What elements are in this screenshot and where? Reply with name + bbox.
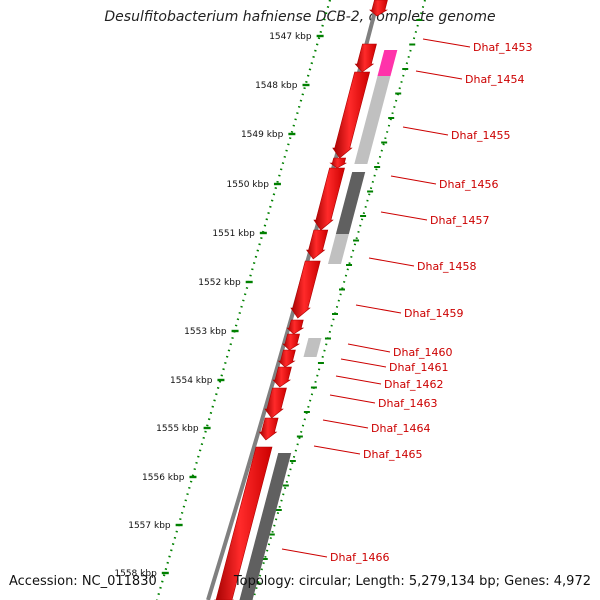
gc-segment bbox=[239, 453, 292, 600]
gene-arrow bbox=[272, 366, 292, 388]
gene-label: Dhaf_1458 bbox=[417, 260, 477, 273]
ruler-tick-label: 1550 kbp bbox=[227, 180, 270, 190]
gene-arrow bbox=[369, 0, 388, 17]
gc-track bbox=[239, 50, 398, 600]
label-connector bbox=[390, 175, 437, 185]
ruler-tick-label: 1553 kbp bbox=[184, 327, 227, 337]
label-connector bbox=[347, 343, 391, 353]
gene-label: Dhaf_1455 bbox=[451, 129, 511, 142]
label-connector bbox=[402, 126, 449, 136]
topology-text: Topology: circular; Length: 5,279,134 bp… bbox=[233, 574, 591, 589]
gene-arrow bbox=[290, 260, 321, 319]
label-connector bbox=[335, 375, 382, 385]
label-connector bbox=[368, 257, 415, 267]
gene-label: Dhaf_1456 bbox=[439, 178, 499, 191]
gene-label: Dhaf_1463 bbox=[378, 397, 438, 410]
gc-segment bbox=[377, 50, 398, 76]
gene-arrow bbox=[313, 167, 345, 231]
gene-arrow bbox=[264, 387, 287, 419]
label-connector bbox=[415, 70, 463, 80]
accession-text: Accession: NC_011830 bbox=[9, 574, 157, 589]
gene-label: Dhaf_1464 bbox=[371, 422, 431, 435]
label-connector bbox=[422, 38, 471, 48]
label-connector bbox=[281, 548, 328, 558]
ruler-tick-label: 1555 kbp bbox=[156, 424, 199, 434]
gene-label: Dhaf_1459 bbox=[404, 307, 464, 320]
ruler-tick-label: 1551 kbp bbox=[212, 229, 255, 239]
inner-ruler-line bbox=[252, 0, 426, 600]
ruler-tick-label: 1556 kbp bbox=[142, 473, 185, 483]
gene-track bbox=[214, 0, 388, 600]
gc-segment bbox=[354, 76, 391, 164]
gene-arrow bbox=[305, 229, 329, 260]
gene-label: Dhaf_1457 bbox=[430, 214, 490, 227]
gene-label: Dhaf_1461 bbox=[389, 361, 449, 374]
gene-arrow bbox=[354, 43, 377, 73]
gc-segment bbox=[327, 234, 349, 264]
label-connector bbox=[380, 211, 428, 221]
gc-segment bbox=[335, 172, 366, 234]
gene-arrow bbox=[329, 157, 347, 169]
ruler-tick-label: 1552 kbp bbox=[198, 278, 241, 288]
gene-label: Dhaf_1454 bbox=[465, 73, 525, 86]
ruler-tick-label: 1558 kbp bbox=[114, 569, 157, 579]
ruler-tick-label: 1548 kbp bbox=[255, 81, 298, 91]
gene-arrow bbox=[258, 417, 279, 441]
gene-arrow bbox=[286, 319, 305, 335]
label-connector bbox=[340, 358, 387, 368]
ruler-tick-label: 1549 kbp bbox=[241, 130, 284, 140]
ruler-tick-label: 1547 kbp bbox=[269, 32, 312, 42]
label-connector bbox=[313, 445, 361, 455]
map-title: Desulfitobacterium hafniense DCB-2, comp… bbox=[104, 9, 496, 25]
ruler-line bbox=[155, 0, 332, 600]
gene-label: Dhaf_1453 bbox=[473, 41, 533, 54]
gene-label: Dhaf_1465 bbox=[363, 448, 423, 461]
gene-label: Dhaf_1462 bbox=[384, 378, 444, 391]
gene-arrow bbox=[282, 333, 301, 351]
label-connector bbox=[355, 304, 402, 314]
gene-arrow bbox=[332, 71, 371, 159]
gene-arrow bbox=[277, 349, 296, 368]
gc-segment bbox=[303, 338, 322, 357]
label-connector bbox=[329, 394, 376, 404]
ruler-tick-label: 1557 kbp bbox=[128, 521, 171, 531]
gene-label: Dhaf_1460 bbox=[393, 346, 453, 359]
label-connector bbox=[322, 419, 369, 429]
gene-labels: Dhaf_1453 Dhaf_1454 Dhaf_1455 Dhaf_1456 Dhaf… bbox=[281, 38, 533, 564]
ruler-tick-label: 1554 kbp bbox=[170, 376, 213, 386]
gene-label: Dhaf_1466 bbox=[330, 551, 390, 564]
ruler: 1547 kbp 1548 kbp 1549 kbp 1550 kbp 1551 kbp… bbox=[114, 0, 426, 600]
